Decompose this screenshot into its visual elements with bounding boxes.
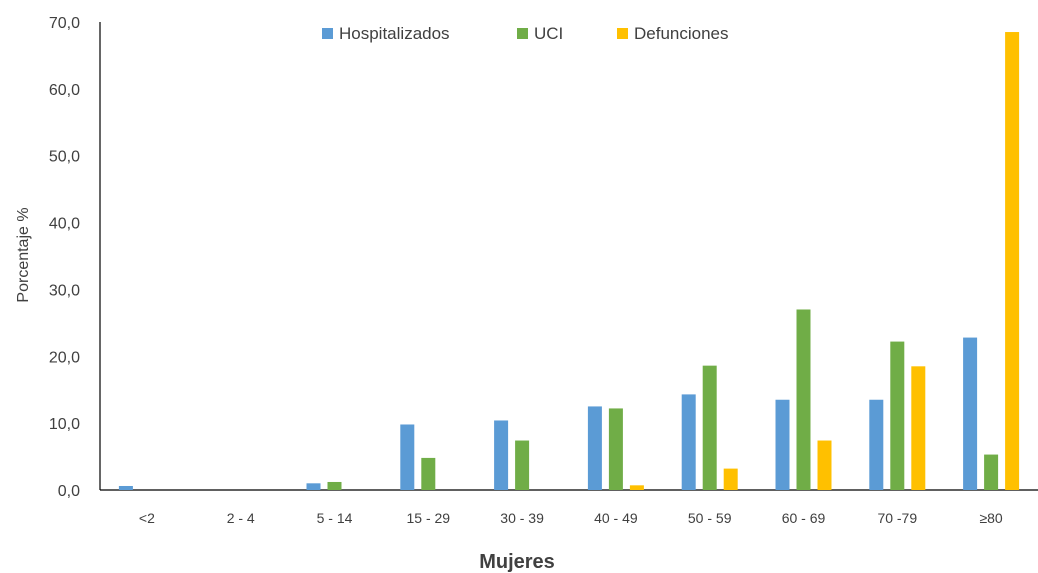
y-tick-label: 70,0 (49, 15, 80, 32)
x-tick-label: 40 - 49 (594, 510, 638, 526)
y-tick-label: 20,0 (49, 349, 80, 366)
bar-uci (702, 365, 717, 490)
bar-defunciones (911, 366, 926, 490)
bar-hospitalizados (306, 483, 321, 490)
y-tick-label: 50,0 (49, 149, 80, 166)
bar-hospitalizados (775, 399, 790, 490)
legend-swatch (617, 28, 628, 39)
x-axis: <2 2 - 4 5 - 14 15 - 29 30 - 39 40 - 49 50 - 5… (100, 489, 1038, 526)
x-tick-label: 2 - 4 (227, 510, 255, 526)
legend: Hospitalizados UCI Defunciones (322, 24, 729, 43)
x-tick-label: 5 - 14 (317, 510, 353, 526)
y-tick-label: 0,0 (58, 483, 80, 500)
bar-uci (421, 457, 436, 490)
bar-uci (984, 454, 999, 490)
bar-defunciones (817, 440, 832, 490)
y-axis-title: Porcentaje % (15, 207, 32, 302)
legend-swatch (322, 28, 333, 39)
x-tick-label: 70 -79 (877, 510, 917, 526)
bar-uci (890, 341, 905, 490)
bar-hospitalizados (681, 394, 696, 490)
y-tick-label: 10,0 (49, 416, 80, 433)
bar-uci (796, 309, 811, 490)
bar-uci (608, 408, 623, 490)
x-tick-label: 50 - 59 (688, 510, 732, 526)
y-axis: 0,0 10,0 20,0 30,0 40,0 50,0 60,0 70,0 (49, 15, 101, 500)
x-tick-label: ≥80 (979, 510, 1002, 526)
x-axis-title: Mujeres (479, 551, 555, 573)
x-tick-label: 60 - 69 (782, 510, 826, 526)
x-tick-label: 15 - 29 (407, 510, 451, 526)
y-tick-label: 40,0 (49, 216, 80, 233)
x-tick-label: <2 (139, 510, 155, 526)
bar-hospitalizados (118, 485, 133, 490)
legend-label: Hospitalizados (339, 24, 450, 43)
bar-hospitalizados (963, 337, 978, 490)
bar-hospitalizados (869, 399, 884, 490)
bar-uci (515, 440, 530, 490)
legend-swatch (517, 28, 528, 39)
y-tick-label: 60,0 (49, 82, 80, 99)
bar-hospitalizados (400, 424, 415, 490)
x-tick-label: 30 - 39 (500, 510, 544, 526)
bar-defunciones (723, 468, 738, 490)
bar-hospitalizados (587, 406, 602, 490)
bar-uci (327, 481, 342, 490)
bar-hospitalizados (494, 420, 509, 490)
bar-defunciones (629, 485, 644, 490)
y-tick-label: 30,0 (49, 282, 80, 299)
bars (118, 32, 1020, 491)
legend-label: Defunciones (634, 24, 729, 43)
legend-label: UCI (534, 24, 563, 43)
bar-defunciones (1005, 32, 1020, 491)
